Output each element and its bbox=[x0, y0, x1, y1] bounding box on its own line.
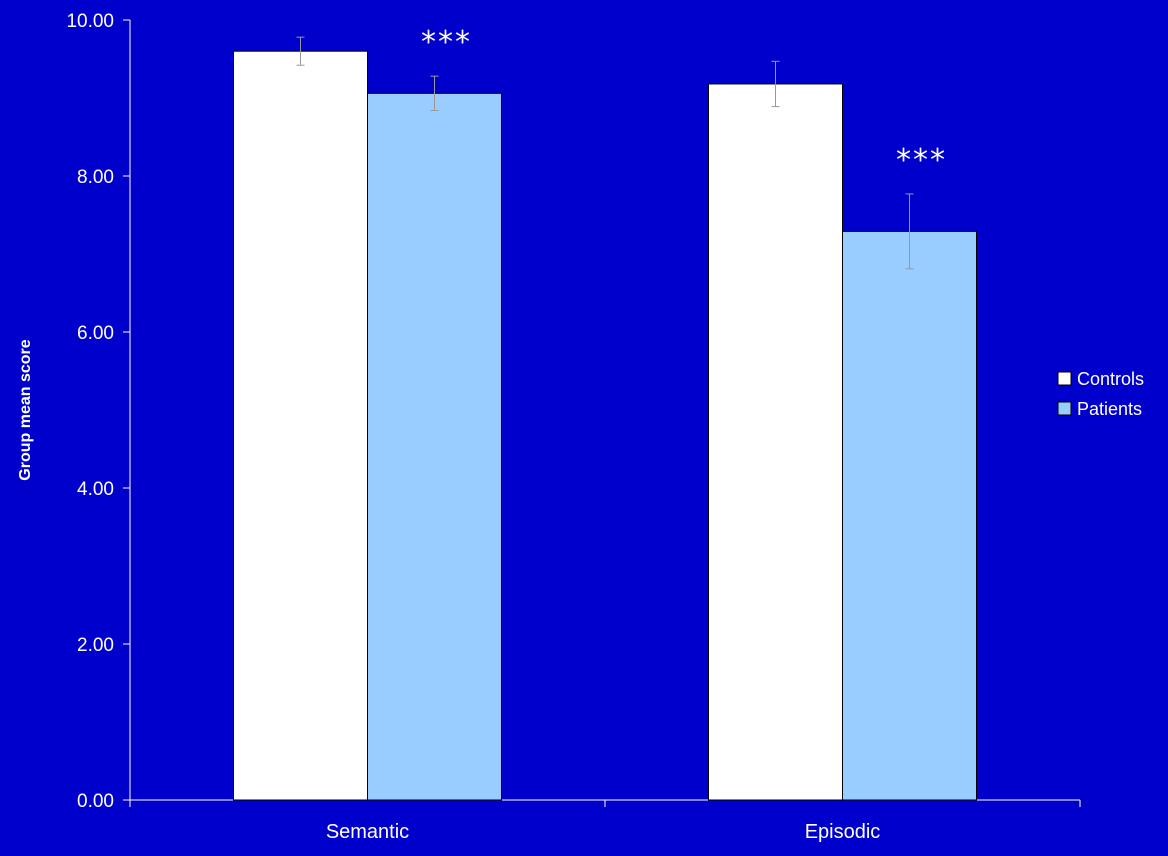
significance-annotation: *** bbox=[421, 25, 472, 60]
legend-swatch-patients bbox=[1057, 401, 1072, 416]
bar-patients-semantic bbox=[367, 92, 502, 801]
y-tick-label: 8.00 bbox=[77, 167, 114, 188]
error-bars bbox=[296, 36, 914, 270]
labels: 0.00 2.00 4.00 6.00 8.00 10.00 Semantic Episodi… bbox=[66, 11, 947, 843]
x-tick-label: Semantic bbox=[326, 821, 409, 843]
bar-controls-semantic bbox=[233, 50, 368, 801]
y-tick-label: 4.00 bbox=[77, 479, 114, 500]
y-tick-label: 0.00 bbox=[77, 791, 114, 812]
y-tick-label: 2.00 bbox=[77, 635, 114, 656]
bars bbox=[233, 50, 977, 801]
significance-annotation: *** bbox=[896, 143, 947, 178]
y-tick-label: 6.00 bbox=[77, 323, 114, 344]
y-tick-label: 10.00 bbox=[66, 11, 114, 32]
x-tick-label: Episodic bbox=[805, 821, 881, 843]
legend-label-controls: Controls bbox=[1077, 369, 1144, 389]
y-axis-label: Group mean score bbox=[17, 339, 34, 480]
legend-label-patients: Patients bbox=[1077, 399, 1142, 419]
legend: Controls Patients bbox=[1057, 369, 1144, 419]
bar-controls-episodic bbox=[708, 83, 843, 801]
legend-swatch-controls bbox=[1057, 371, 1072, 386]
bar-patients-episodic bbox=[842, 230, 977, 801]
